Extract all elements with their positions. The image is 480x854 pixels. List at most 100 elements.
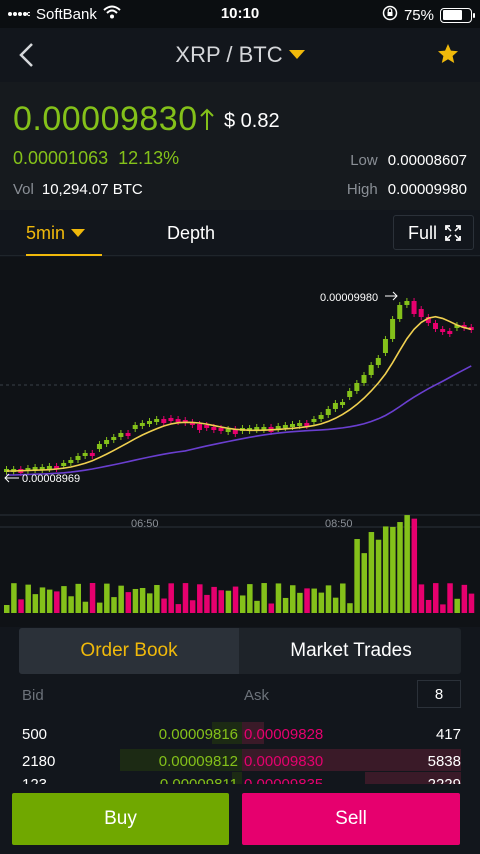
order-book-header: Bid Ask 8 [0, 680, 480, 710]
depth-selector[interactable]: 8 [417, 680, 461, 708]
volume-bar [68, 596, 74, 613]
volume-bar [261, 583, 267, 613]
volume-bar [132, 588, 139, 613]
pair-selector[interactable]: XRP / BTC [0, 42, 480, 68]
candle [347, 391, 353, 397]
volume-bar [4, 605, 10, 613]
arrow-up-icon [200, 108, 214, 130]
volume-bar [54, 591, 60, 613]
candle [68, 460, 74, 463]
last-price: 0.00009830 [13, 100, 198, 138]
volume-bar [25, 584, 31, 613]
candle [39, 467, 45, 470]
volume-bar [197, 584, 203, 613]
candle [96, 444, 102, 449]
tab-depth[interactable]: Depth [167, 223, 216, 243]
candle [82, 453, 88, 456]
volume-bar [390, 526, 396, 613]
volume-bar [118, 585, 124, 613]
ask-qty: 417 [435, 726, 461, 743]
bid-header: Bid [22, 687, 44, 704]
volume-bar [11, 583, 17, 613]
carrier-name: SoftBank [36, 5, 97, 23]
order-book-row[interactable]: 123 0.00009811 0.00009835 2229 [0, 772, 480, 784]
volume-bar [461, 584, 468, 613]
candle [261, 427, 267, 430]
volume-bar [182, 583, 189, 613]
candle [125, 433, 131, 436]
candle [75, 456, 81, 460]
volume-bar [425, 599, 432, 613]
candle [111, 437, 117, 440]
volume-bar [161, 598, 167, 613]
volume-bar [368, 532, 375, 613]
candle [225, 429, 231, 432]
ask-qty: 2229 [428, 776, 461, 784]
candle [189, 422, 195, 425]
back-button[interactable] [14, 40, 44, 70]
candle [332, 403, 338, 409]
candle [368, 365, 374, 375]
volume-bar [454, 598, 460, 613]
volume-bar [225, 590, 232, 613]
candle [232, 429, 238, 434]
order-book-row[interactable]: 2180 0.00009812 0.00009830 5838 [0, 749, 480, 771]
high-row: High 0.00009980 [347, 181, 467, 198]
order-book-row[interactable]: 500 0.00009816 0.00009828 417 [0, 722, 480, 744]
candle [104, 440, 110, 444]
candle [325, 409, 331, 415]
tab-interval[interactable]: 5min [26, 210, 102, 256]
bid-price: 0.00009811 [160, 776, 238, 784]
ask-qty: 5838 [427, 753, 461, 770]
volume-bar [433, 583, 439, 613]
favorite-button[interactable] [436, 42, 460, 66]
candle [168, 418, 174, 421]
volume-bar [89, 583, 96, 613]
candle [454, 325, 460, 328]
candlestick-chart[interactable]: 0.00009980 0.00008969 06:50 08:50 [0, 257, 480, 627]
candle [311, 419, 317, 422]
volume-bar [347, 603, 353, 613]
high-value: 0.00009980 [387, 181, 467, 198]
ask-price: 0.00009835 [244, 776, 323, 784]
sell-button[interactable]: Sell [242, 793, 460, 845]
volume-bar [247, 584, 253, 613]
volume-bar [125, 592, 132, 613]
volume-bar [189, 600, 196, 613]
candle [204, 425, 210, 428]
high-label: High [346, 181, 378, 198]
volume-bar [218, 590, 224, 613]
volume-bar [82, 601, 89, 613]
fullscreen-button[interactable]: Full [393, 215, 474, 250]
candle [390, 319, 396, 339]
caret-down-icon [288, 49, 305, 59]
pair-title: XRP / BTC [175, 42, 283, 67]
volume-bar [75, 583, 81, 613]
candle [397, 305, 403, 319]
volume-bar [418, 584, 425, 613]
volume-bar [104, 583, 110, 613]
battery-percent: 75% [403, 6, 434, 24]
wifi-icon [103, 5, 121, 23]
candle [175, 419, 181, 422]
candle [147, 421, 152, 424]
tab-market-trades[interactable]: Market Trades [290, 640, 412, 661]
candle [132, 425, 138, 429]
candle [275, 426, 281, 429]
candle [154, 419, 160, 422]
price-change: 0.00001063 12.13% [13, 148, 179, 169]
candle [447, 331, 453, 334]
candle [318, 415, 324, 419]
buy-button[interactable]: Buy [12, 793, 229, 845]
low-value: 0.00008607 [387, 152, 467, 169]
tab-order-book[interactable]: Order Book [19, 628, 239, 674]
bid-qty: 123 [22, 776, 47, 784]
volume-bar [354, 539, 360, 613]
action-bar: Buy Sell [0, 784, 480, 854]
volume-bar [147, 593, 153, 613]
low-label: Low [350, 152, 378, 169]
candle [354, 383, 360, 391]
ask-header: Ask [244, 687, 270, 704]
candle [375, 358, 381, 365]
volume-bar [111, 597, 117, 613]
